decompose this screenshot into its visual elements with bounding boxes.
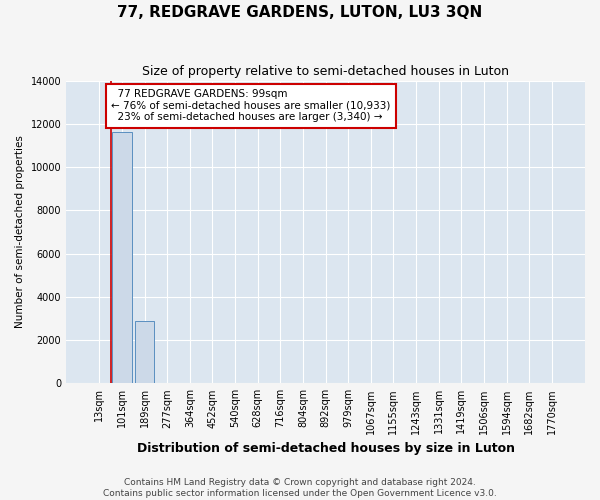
Text: Contains HM Land Registry data © Crown copyright and database right 2024.
Contai: Contains HM Land Registry data © Crown c… — [103, 478, 497, 498]
X-axis label: Distribution of semi-detached houses by size in Luton: Distribution of semi-detached houses by … — [137, 442, 515, 455]
Y-axis label: Number of semi-detached properties: Number of semi-detached properties — [15, 136, 25, 328]
Bar — [135, 320, 154, 384]
Text: 77, REDGRAVE GARDENS, LUTON, LU3 3QN: 77, REDGRAVE GARDENS, LUTON, LU3 3QN — [118, 5, 482, 20]
Bar — [112, 132, 131, 384]
Title: Size of property relative to semi-detached houses in Luton: Size of property relative to semi-detach… — [142, 65, 509, 78]
Text: 77 REDGRAVE GARDENS: 99sqm  
← 76% of semi-detached houses are smaller (10,933)
: 77 REDGRAVE GARDENS: 99sqm ← 76% of semi… — [111, 89, 391, 122]
